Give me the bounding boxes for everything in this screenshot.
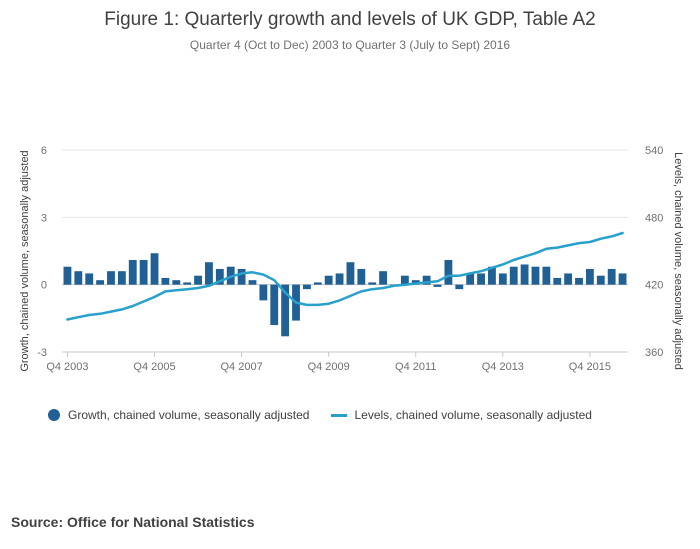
growth-bar (237, 268, 246, 285)
growth-bar (618, 273, 627, 285)
growth-bars (63, 253, 627, 337)
growth-bar (74, 271, 83, 285)
growth-bar (564, 273, 573, 285)
growth-bar (107, 271, 115, 285)
x-tick-label: Q4 2009 (308, 361, 350, 373)
growth-bar (139, 259, 148, 285)
growth-bar (531, 266, 540, 285)
growth-bar (466, 273, 475, 285)
axis-layer: -3 0 3 6 360 420 480 540 Q4 2003 Q4 2005 Q4 2007 Q4… (19, 145, 684, 373)
growth-bar (488, 266, 496, 285)
growth-bar (520, 264, 529, 285)
x-tick-label: Q4 2005 (133, 361, 175, 373)
growth-bar (183, 282, 192, 285)
levels-line (66, 231, 624, 321)
y-right-axis-title: Levels, chained volume, seasonally adjus… (672, 152, 684, 370)
growth-bar (324, 275, 333, 285)
growth-bar (455, 284, 464, 290)
legend-item-levels[interactable]: Levels, chained volume, seasonally adjus… (331, 408, 592, 422)
growth-bar (63, 266, 72, 285)
chart-title: Figure 1: Quarterly growth and levels of… (104, 9, 596, 30)
growth-bar (96, 280, 105, 285)
growth-bar (302, 284, 311, 290)
growth-bar (477, 273, 485, 285)
growth-bar (128, 259, 137, 285)
growth-bar (542, 266, 551, 285)
source-note: Source: Office for National Statistics (11, 514, 255, 530)
growth-bar (259, 284, 268, 301)
chart-subtitle: Quarter 4 (Oct to Dec) 2003 to Quarter 3… (189, 38, 511, 52)
x-tick-label: Q4 2013 (482, 361, 524, 373)
growth-bar (553, 277, 562, 285)
growth-bar (172, 280, 181, 285)
growth-bar (422, 275, 431, 285)
growth-bar (357, 268, 366, 285)
y-left-tick-label: -3 (37, 347, 47, 359)
x-tick-label: Q4 2015 (569, 361, 611, 373)
growth-bar (444, 259, 453, 285)
chart-plot: -3 0 3 6 360 420 480 540 Q4 2003 Q4 2005 Q4 2007 Q4… (19, 145, 684, 373)
x-tick-label: Q4 2007 (220, 361, 262, 373)
y-left-tick-label: 3 (41, 212, 47, 224)
levels-line-layer (66, 231, 624, 321)
growth-bar (607, 268, 616, 285)
x-tick-label: Q4 2011 (395, 361, 436, 373)
chart-legend: Growth, chained volume, seasonally adjus… (48, 408, 614, 422)
growth-bar (281, 284, 290, 337)
legend-item-growth[interactable]: Growth, chained volume, seasonally adjus… (48, 408, 309, 422)
growth-bar (596, 275, 605, 285)
growth-bar (150, 253, 159, 285)
growth-bar (205, 262, 213, 285)
growth-bar (585, 268, 594, 285)
growth-bar (379, 271, 388, 285)
growth-bar (433, 284, 442, 287)
legend-levels-marker (331, 413, 348, 417)
growth-bar (248, 280, 257, 285)
y-right-tick-label: 420 (645, 280, 663, 292)
y-left-axis-title: Growth, chained volume, seasonally adjus… (19, 150, 31, 371)
growth-bar (346, 262, 355, 285)
growth-bar (270, 284, 279, 326)
growth-bar (400, 275, 409, 285)
growth-bar (313, 282, 322, 285)
legend-growth-marker (48, 409, 60, 421)
y-left-tick-label: 0 (41, 280, 47, 292)
growth-bar (335, 273, 344, 285)
growth-bar (85, 273, 94, 285)
growth-bar (498, 273, 507, 285)
growth-bar (575, 277, 583, 285)
y-right-tick-label: 480 (645, 212, 663, 224)
growth-bar (368, 282, 377, 285)
growth-bar (194, 275, 202, 285)
x-tick-label: Q4 2003 (46, 361, 88, 373)
y-right-tick-label: 540 (645, 145, 663, 157)
legend-growth-label: Growth, chained volume, seasonally adjus… (68, 408, 310, 422)
growth-bar (509, 266, 518, 285)
y-right-tick-label: 360 (645, 347, 663, 359)
growth-bar (161, 277, 170, 285)
y-left-tick-label: 6 (41, 145, 47, 157)
legend-levels-label: Levels, chained volume, seasonally adjus… (354, 408, 592, 422)
growth-bar (117, 271, 126, 285)
growth-bar (215, 268, 224, 285)
